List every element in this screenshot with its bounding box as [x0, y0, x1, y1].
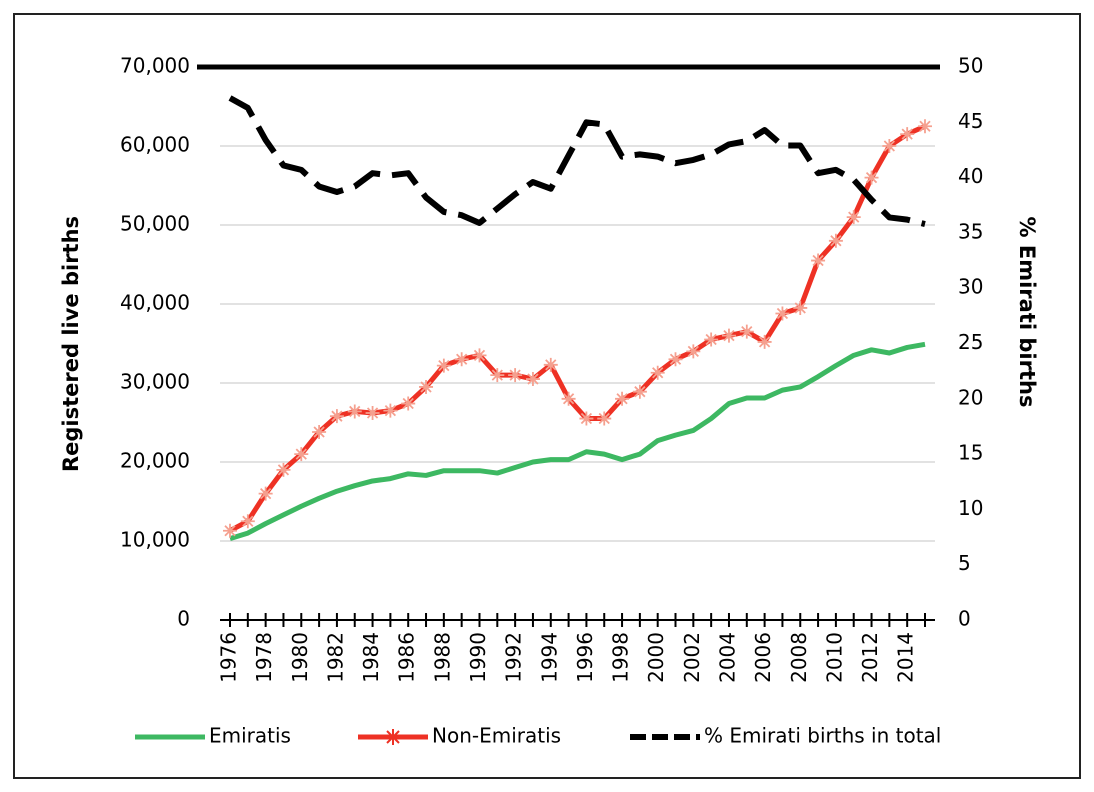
y2-tick-label: 10 — [958, 496, 983, 520]
x-tick-label: 1976 — [217, 632, 241, 683]
point-marker — [329, 409, 344, 424]
x-tick-label: 2002 — [680, 632, 704, 683]
x-tick-label: 1988 — [430, 632, 454, 683]
x-tick-label: 2014 — [894, 632, 918, 683]
point-marker — [757, 334, 772, 349]
x-tick-label: 1992 — [502, 632, 526, 683]
point-marker — [454, 352, 469, 367]
point-marker — [793, 300, 808, 315]
x-tick-label: 1996 — [573, 632, 597, 683]
point-marker — [650, 365, 665, 380]
point-marker — [686, 344, 701, 359]
point-marker — [401, 396, 416, 411]
legend-marker — [385, 729, 401, 745]
legend-label: Emiratis — [209, 724, 291, 748]
y-tick-label: 10,000 — [120, 528, 190, 552]
point-marker — [472, 348, 487, 363]
point-marker — [223, 523, 237, 538]
y-tick-label: 40,000 — [120, 291, 190, 315]
x-tick-label: 2000 — [644, 632, 668, 683]
y2-tick-label: 50 — [958, 54, 983, 78]
point-marker — [312, 424, 327, 439]
point-marker — [508, 368, 523, 383]
y-tick-label: 60,000 — [120, 133, 190, 157]
y-tick-label: 30,000 — [120, 370, 190, 394]
y2-tick-label: 15 — [958, 441, 983, 465]
series-line — [229, 341, 926, 542]
point-marker — [579, 411, 594, 426]
point-marker — [739, 324, 754, 339]
y2-tick-label: 5 — [958, 551, 971, 575]
x-tick-label: 1994 — [537, 632, 561, 683]
y-tick-label: 50,000 — [120, 212, 190, 236]
x-tick-label: 2008 — [787, 632, 811, 683]
point-marker — [918, 119, 932, 134]
point-marker — [383, 403, 398, 418]
point-marker — [775, 306, 790, 321]
x-tick-label: 1986 — [395, 632, 419, 683]
y2-tick-label: 0 — [958, 607, 971, 631]
point-marker — [811, 253, 826, 268]
y2-tick-label: 35 — [958, 219, 983, 243]
x-tick-label: 2006 — [751, 632, 775, 683]
y-axis-title: Registered live births — [59, 216, 83, 472]
series-line — [228, 95, 926, 227]
x-tick-label: 2004 — [715, 632, 739, 683]
point-marker — [436, 358, 451, 373]
legend-item: Non-Emiratis — [358, 724, 561, 748]
y2-tick-label: 20 — [958, 385, 983, 409]
point-marker — [419, 379, 434, 394]
legend-item: % Emirati births in total — [630, 724, 941, 748]
y2-tick-label: 25 — [958, 330, 983, 354]
y2-axis-title: % Emirati births — [1015, 217, 1039, 408]
x-tick-label: 2010 — [822, 632, 846, 683]
point-marker — [828, 233, 843, 248]
point-marker — [721, 328, 736, 343]
y2-tick-label: 40 — [958, 164, 983, 188]
point-marker — [704, 332, 719, 347]
x-tick-label: 1998 — [609, 632, 633, 683]
point-marker — [276, 462, 291, 477]
point-marker — [597, 411, 612, 426]
point-marker — [365, 406, 380, 421]
point-marker — [240, 514, 255, 529]
x-tick-label: 1982 — [323, 632, 347, 683]
x-tick-label: 1990 — [466, 632, 490, 683]
y-tick-label: 0 — [177, 607, 190, 631]
y-tick-label: 20,000 — [120, 449, 190, 473]
point-marker — [525, 372, 540, 387]
point-marker — [347, 404, 362, 419]
x-tick-label: 1984 — [359, 632, 383, 683]
point-marker — [882, 139, 897, 153]
point-marker — [543, 357, 558, 372]
point-marker — [668, 352, 683, 367]
point-marker — [632, 384, 647, 399]
point-marker — [561, 391, 576, 406]
point-marker — [258, 486, 273, 501]
frame — [13, 13, 1081, 779]
legend-label: % Emirati births in total — [704, 724, 941, 748]
x-tick-label: 1978 — [252, 632, 276, 683]
legend-label: Non-Emiratis — [432, 724, 561, 748]
point-marker — [846, 210, 861, 225]
x-tick-label: 1980 — [288, 632, 312, 683]
point-marker — [294, 447, 309, 462]
point-marker — [615, 391, 630, 406]
point-marker — [490, 368, 505, 383]
legend-item: Emiratis — [135, 724, 291, 748]
point-marker — [900, 127, 915, 142]
point-marker — [864, 170, 879, 185]
series-line — [228, 123, 927, 533]
y2-tick-label: 30 — [958, 275, 983, 299]
y-tick-label: 70,000 — [120, 54, 190, 78]
y2-tick-label: 45 — [958, 109, 983, 133]
x-tick-label: 2012 — [858, 632, 882, 683]
